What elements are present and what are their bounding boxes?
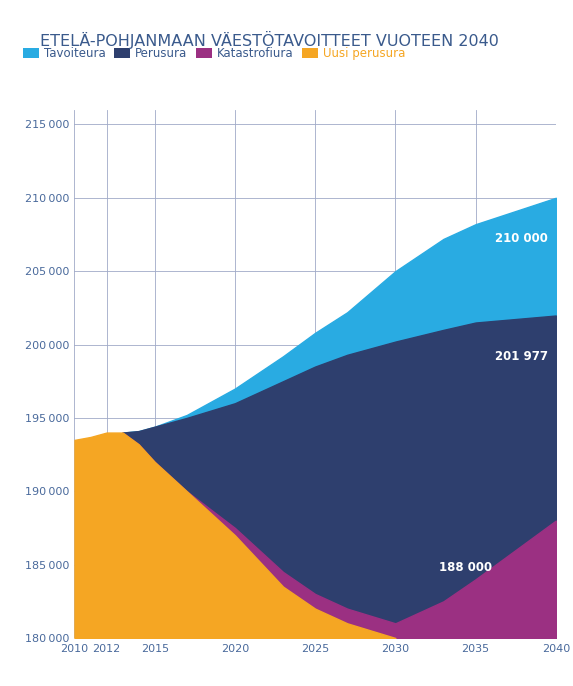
Text: 210 000: 210 000 [495, 233, 548, 246]
Text: 201 977: 201 977 [495, 350, 548, 363]
Legend: Tavoiteura, Perusura, Katastrofiura, Uusi perusura: Tavoiteura, Perusura, Katastrofiura, Uus… [23, 47, 406, 60]
Text: ETELÄ-POHJANMAAN VÄESTÖTAVOITTEET VUOTEEN 2040: ETELÄ-POHJANMAAN VÄESTÖTAVOITTEET VUOTEE… [40, 31, 499, 49]
Text: 188 000: 188 000 [438, 561, 492, 574]
